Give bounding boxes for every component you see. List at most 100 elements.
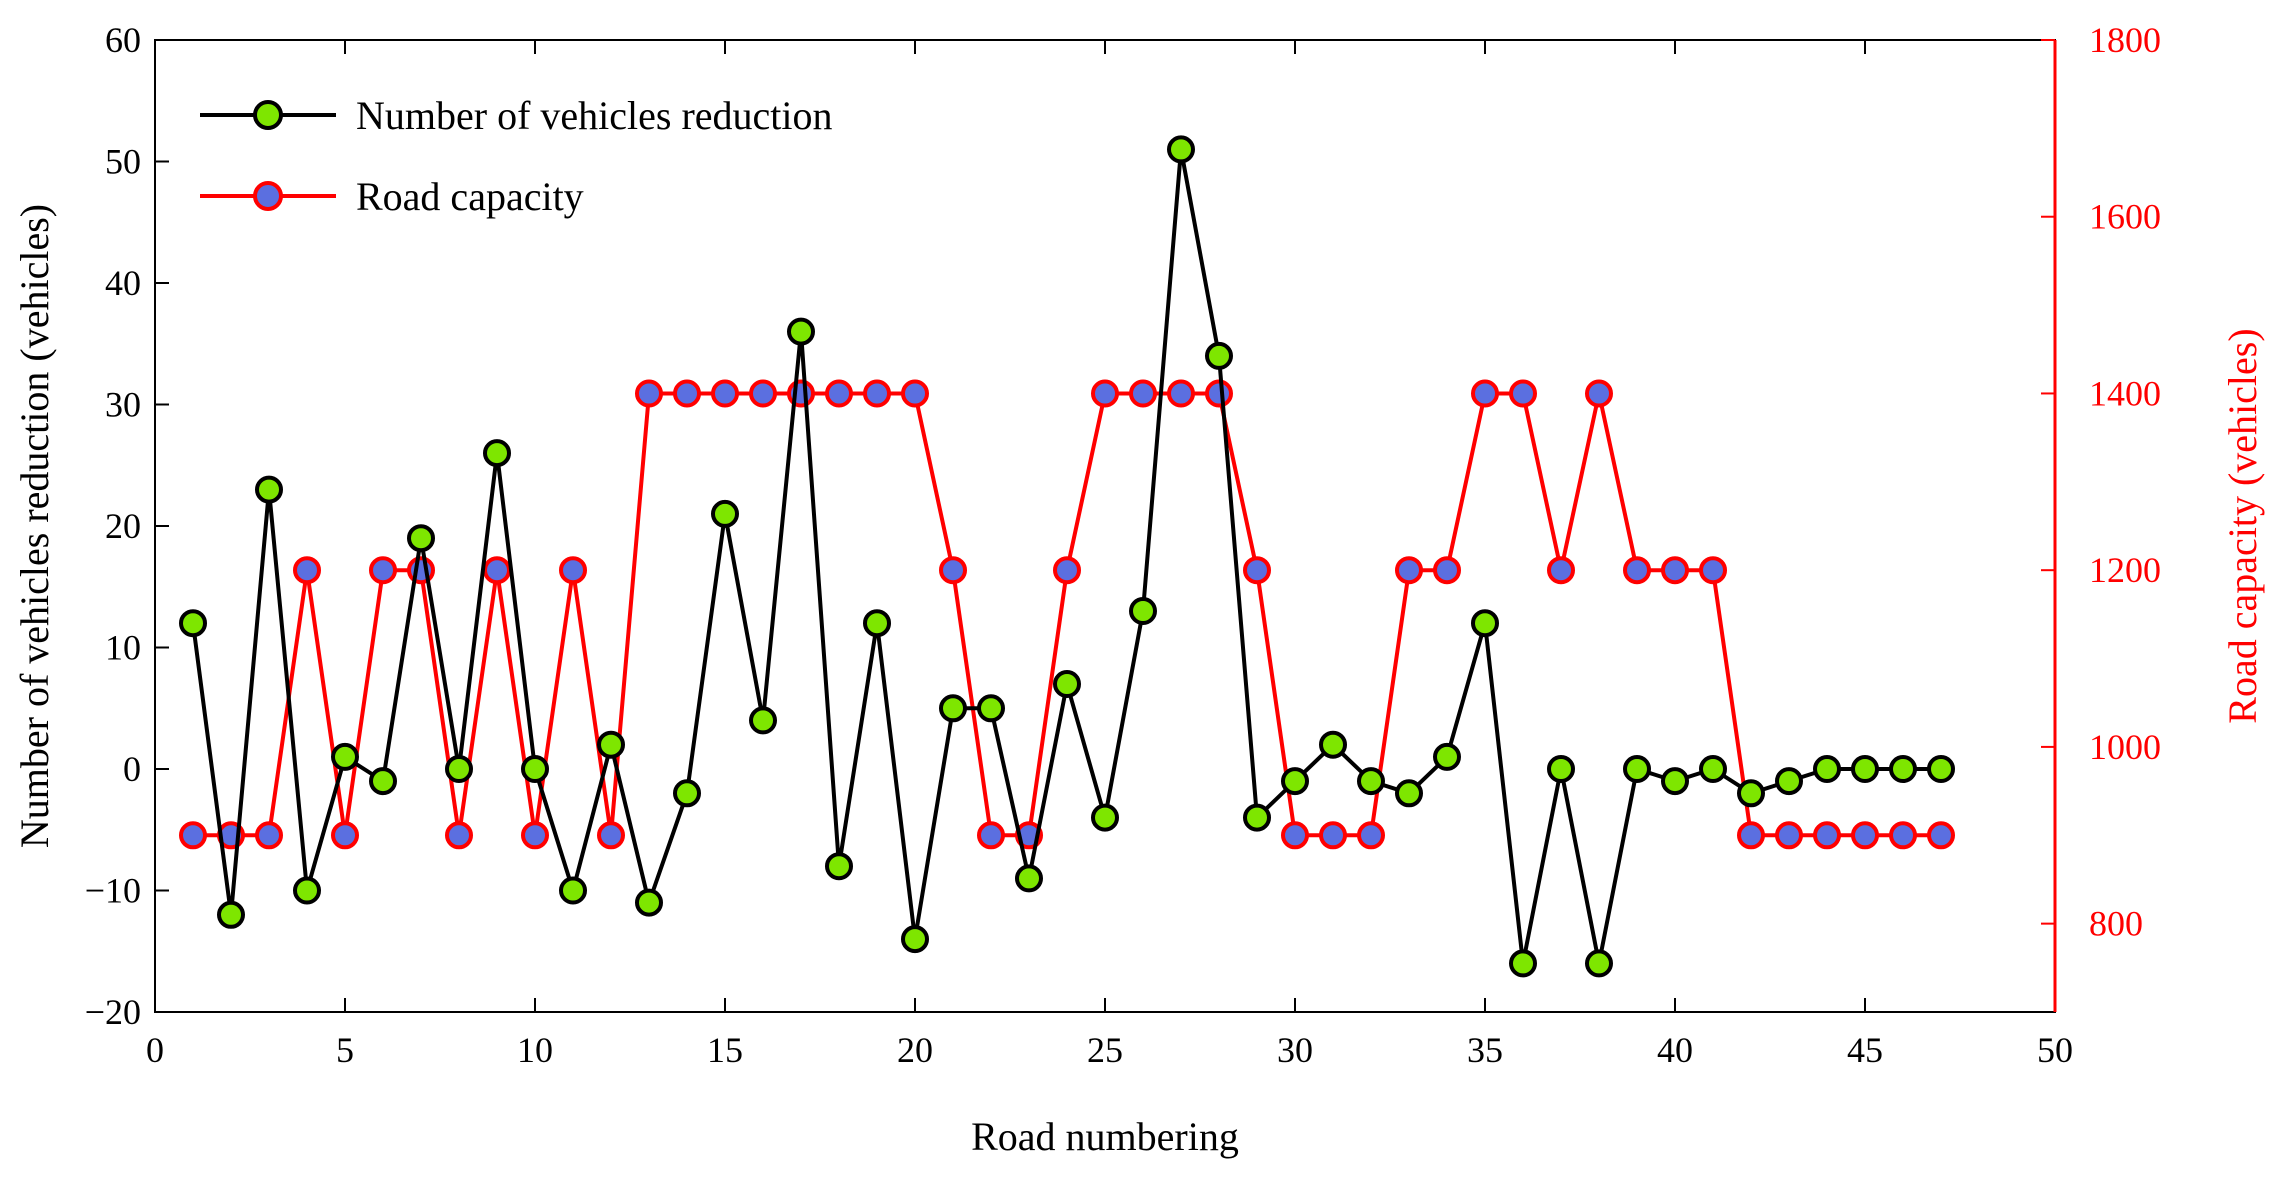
series-0-point <box>1243 803 1271 832</box>
series-1-point <box>1775 821 1803 850</box>
series-1-point <box>825 379 853 408</box>
series-0-point <box>749 706 777 735</box>
series-1-point <box>1661 556 1689 585</box>
series-1-point <box>711 379 739 408</box>
series-0-point <box>1357 767 1385 796</box>
series-1-point <box>1927 821 1955 850</box>
y-right-tick-label: 1600 <box>2089 197 2161 237</box>
series-0-point <box>635 888 663 917</box>
series-0-point <box>1889 755 1917 783</box>
series-1-point <box>1357 821 1385 850</box>
legend-marker-capacity <box>253 181 283 211</box>
series-1-point <box>901 379 929 408</box>
series-1-point <box>1851 821 1879 850</box>
series-0-point <box>1395 779 1423 808</box>
y-left-tick-label: −20 <box>85 992 141 1032</box>
series-0-point <box>293 876 321 905</box>
series-0-point <box>1927 755 1955 783</box>
series-0-point <box>1547 755 1575 783</box>
axis-ticks: 0 5 10 15 20 25 30 35 40 45 50 −20 −10 0 10 20 30 40 50 60 8… <box>85 20 2161 1070</box>
series-0-point <box>407 524 435 553</box>
series-1-point <box>1395 556 1423 585</box>
y-right-tick-label: 1000 <box>2089 727 2161 767</box>
series-1-point <box>1091 379 1119 408</box>
y-left-tick-label: 20 <box>105 506 141 546</box>
series-0-point <box>1319 730 1347 759</box>
series-0-point <box>1205 341 1233 370</box>
y-left-axis-title: Number of vehicles reduction (vehicles) <box>12 204 57 848</box>
series-0-point <box>1053 670 1081 698</box>
series-1-point <box>1889 821 1917 850</box>
series-1-point <box>673 379 701 408</box>
series-1-point <box>179 821 207 850</box>
series-1-point <box>1509 379 1537 408</box>
series-1-point <box>1699 556 1727 585</box>
series-1-point <box>521 821 549 850</box>
x-tick-label: 10 <box>517 1030 553 1070</box>
legend-marker-vehicles <box>253 100 283 130</box>
series-1-point <box>1623 556 1651 585</box>
series-1-point <box>1053 556 1081 585</box>
series-0-point <box>1091 803 1119 832</box>
series-0-point <box>483 439 511 468</box>
y-left-tick-label: 30 <box>105 385 141 425</box>
series-1-point <box>1471 379 1499 408</box>
series-1-point <box>635 379 663 408</box>
series-1-point <box>1167 379 1195 408</box>
legend-label-capacity: Road capacity <box>356 174 584 219</box>
series-1-point <box>445 821 473 850</box>
series-0-point <box>597 730 625 759</box>
y-left-tick-label: 50 <box>105 142 141 182</box>
series-0-point <box>1281 767 1309 796</box>
series-0-point <box>255 475 283 504</box>
x-tick-label: 45 <box>1847 1030 1883 1070</box>
y-right-tick-label: 1800 <box>2089 20 2161 60</box>
series-0-point <box>1737 779 1765 808</box>
series-0-point <box>1585 949 1613 978</box>
series-0-point <box>1129 597 1157 625</box>
series-0-point <box>1015 864 1043 893</box>
series-0-point <box>1813 755 1841 783</box>
series-0-point <box>331 742 359 771</box>
x-tick-label: 50 <box>2037 1030 2073 1070</box>
y-right-tick-label: 800 <box>2089 904 2143 944</box>
y-right-tick-label: 1400 <box>2089 373 2161 413</box>
series-0-point <box>445 755 473 783</box>
series-1-point <box>559 556 587 585</box>
x-tick-label: 30 <box>1277 1030 1313 1070</box>
x-tick-label: 35 <box>1467 1030 1503 1070</box>
legend-label-vehicles: Number of vehicles reduction <box>356 93 833 138</box>
x-tick-label: 25 <box>1087 1030 1123 1070</box>
y-left-tick-label: −10 <box>85 871 141 911</box>
x-tick-label: 15 <box>707 1030 743 1070</box>
y-left-tick-label: 10 <box>105 628 141 668</box>
series-0-point <box>863 609 891 638</box>
series-1-point <box>293 556 321 585</box>
series-0-point <box>673 779 701 808</box>
series-0-point <box>1851 755 1879 783</box>
y-left-tick-label: 40 <box>105 263 141 303</box>
series-1-point <box>331 821 359 850</box>
series-0-point <box>1167 135 1195 164</box>
series-0-point <box>901 925 929 954</box>
x-tick-label: 5 <box>336 1030 354 1070</box>
y-right-axis-title: Road capacity (vehicles) <box>2220 328 2265 723</box>
series-1-point <box>1547 556 1575 585</box>
series-1-point <box>977 821 1005 850</box>
series-0-point <box>1775 767 1803 796</box>
series-0-point <box>179 609 207 638</box>
series-0-point <box>825 852 853 881</box>
series-1-point <box>1433 556 1461 585</box>
series-1-point <box>1205 379 1233 408</box>
x-tick-label: 20 <box>897 1030 933 1070</box>
series-1-point <box>369 556 397 585</box>
y-left-tick-label: 0 <box>123 749 141 789</box>
series-1-point <box>255 821 283 850</box>
series-0-point <box>217 900 245 929</box>
series-0-point <box>787 317 815 346</box>
series-0-point <box>559 876 587 905</box>
series-layer <box>179 135 1955 978</box>
series-0-point <box>939 694 967 723</box>
series-1-point <box>1281 821 1309 850</box>
